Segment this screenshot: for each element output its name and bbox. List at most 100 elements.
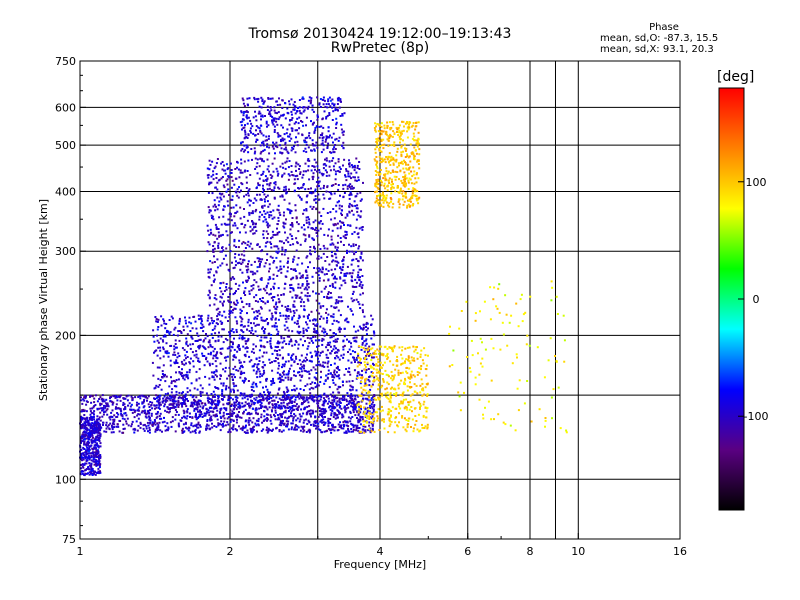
data-point: [350, 361, 353, 364]
data-point: [219, 287, 222, 290]
data-point: [213, 393, 216, 396]
data-point: [359, 419, 362, 422]
data-point: [295, 408, 298, 411]
data-point: [180, 392, 183, 395]
data-point: [268, 187, 271, 190]
data-point: [258, 110, 261, 113]
data-point: [351, 205, 354, 208]
data-point: [247, 268, 250, 271]
data-point: [357, 260, 360, 263]
data-point: [248, 411, 251, 414]
data-point: [271, 399, 274, 402]
data-point: [243, 396, 246, 399]
data-point: [210, 317, 213, 320]
data-point: [355, 336, 358, 339]
data-point: [338, 406, 341, 409]
data-point: [178, 330, 181, 332]
data-point: [87, 432, 90, 435]
data-point: [147, 424, 150, 427]
data-point: [308, 132, 311, 135]
data-point: [342, 279, 345, 282]
data-point: [159, 412, 162, 415]
data-point: [198, 318, 201, 321]
data-point: [137, 424, 140, 427]
data-point: [302, 150, 305, 153]
data-point: [275, 396, 278, 399]
data-point: [297, 406, 300, 409]
data-point: [99, 470, 101, 473]
data-point: [287, 372, 290, 375]
data-point: [362, 394, 365, 397]
data-point: [366, 333, 368, 336]
data-point: [337, 109, 339, 112]
data-point: [246, 243, 249, 246]
data-point: [257, 133, 260, 135]
data-point: [80, 467, 82, 470]
data-point: [159, 357, 162, 360]
scatter-points: [79, 96, 568, 477]
data-point: [294, 389, 297, 392]
data-point: [133, 431, 136, 434]
data-point: [196, 426, 199, 429]
data-point: [219, 300, 222, 303]
data-point: [201, 387, 204, 390]
data-point: [157, 428, 160, 431]
data-point: [274, 303, 277, 306]
data-point: [312, 281, 315, 284]
data-point: [284, 190, 287, 193]
data-point: [310, 337, 313, 340]
data-point: [315, 232, 318, 234]
data-point: [236, 418, 238, 421]
data-point: [249, 405, 252, 407]
data-point: [218, 216, 221, 219]
data-point: [217, 387, 220, 390]
data-point: [255, 419, 258, 422]
data-point: [322, 410, 325, 413]
data-point: [228, 366, 231, 369]
data-point: [293, 182, 296, 185]
data-point: [275, 311, 278, 314]
data-point: [284, 360, 287, 363]
data-point: [307, 169, 310, 172]
data-point: [262, 369, 265, 372]
data-point: [160, 315, 163, 318]
data-point: [305, 256, 308, 259]
data-point: [359, 191, 362, 194]
data-point: [262, 386, 264, 389]
data-point: [323, 392, 326, 395]
data-point: [235, 320, 238, 323]
data-point: [373, 405, 375, 408]
data-point: [365, 338, 368, 341]
data-point: [222, 257, 225, 260]
data-point: [241, 366, 244, 369]
data-point: [217, 318, 219, 321]
data-point: [254, 300, 257, 302]
data-point: [109, 397, 111, 400]
data-point: [234, 428, 237, 430]
data-point: [212, 218, 215, 221]
data-point: [213, 303, 216, 306]
data-point: [271, 361, 273, 364]
data-point: [305, 219, 308, 222]
data-point: [307, 216, 310, 219]
data-point: [282, 314, 285, 317]
data-point: [262, 184, 264, 187]
data-point: [271, 410, 273, 413]
data-point: [301, 360, 304, 363]
data-point: [260, 429, 263, 432]
data-point: [239, 427, 242, 430]
data-point: [273, 305, 276, 308]
data-point: [290, 170, 293, 173]
data-point: [93, 405, 96, 407]
data-point: [186, 387, 189, 390]
data-point: [265, 292, 268, 295]
data-point: [339, 328, 342, 331]
data-point: [286, 388, 289, 391]
data-point: [346, 272, 349, 275]
data-point: [331, 395, 334, 398]
data-point: [355, 356, 358, 359]
data-point: [252, 223, 254, 226]
data-point: [304, 360, 307, 363]
data-point: [356, 424, 359, 427]
data-point: [155, 318, 158, 320]
